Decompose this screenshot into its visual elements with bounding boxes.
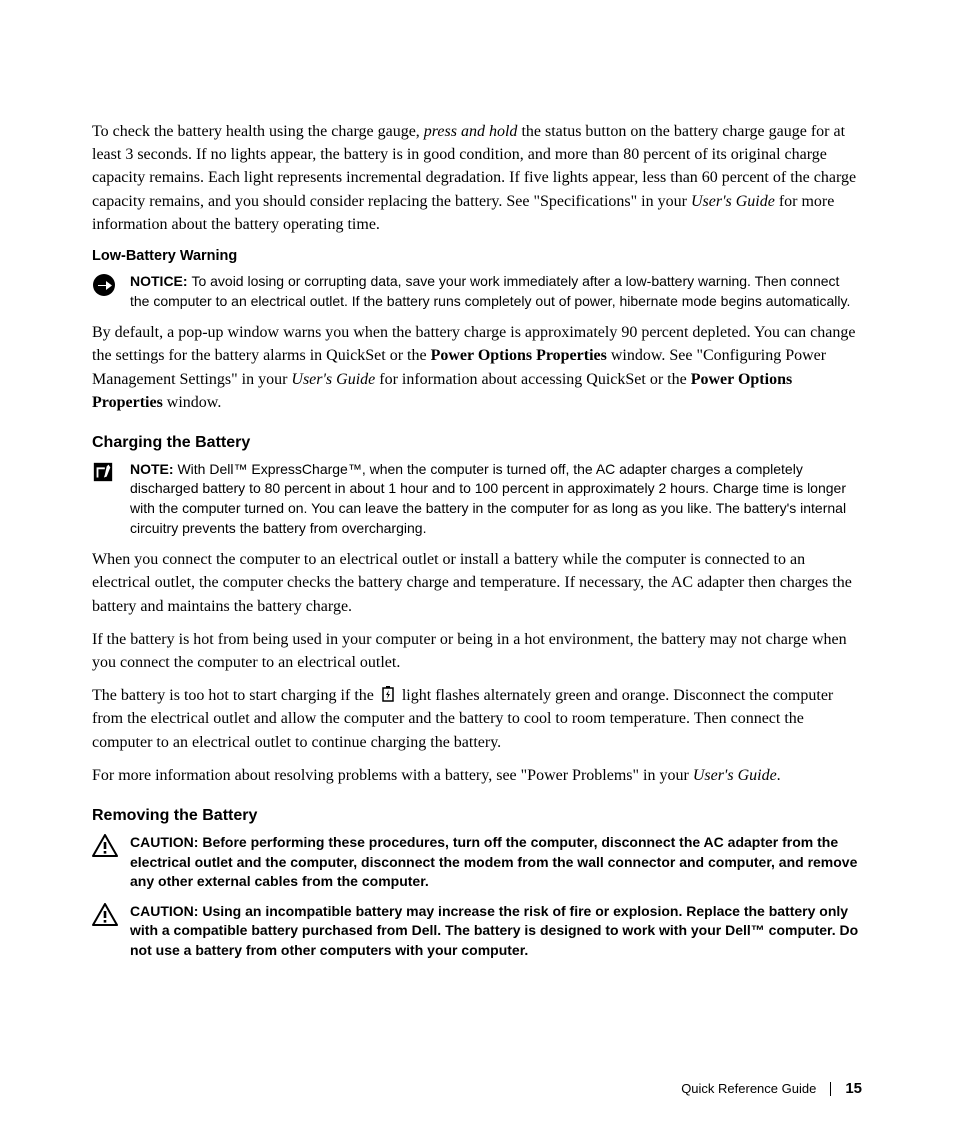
notice-callout: NOTICE: To avoid losing or corrupting da…	[92, 272, 862, 311]
emphasis: User's Guide	[291, 371, 375, 388]
caution-body: Before performing these procedures, turn…	[130, 834, 857, 889]
caution-text-1: CAUTION: Before performing these procedu…	[130, 833, 862, 892]
text: The battery is too hot to start charging…	[92, 687, 378, 704]
caution-icon	[92, 834, 120, 863]
charging-p3: The battery is too hot to start charging…	[92, 684, 862, 754]
note-text: NOTE: With Dell™ ExpressCharge™, when th…	[130, 460, 862, 538]
text: .	[777, 767, 781, 784]
heading-charging: Charging the Battery	[92, 434, 862, 452]
text: window.	[163, 394, 222, 411]
battery-indicator-icon	[381, 686, 395, 702]
caution-label: CAUTION:	[130, 903, 202, 919]
notice-icon	[92, 273, 120, 302]
text: for information about accessing QuickSet…	[375, 371, 690, 388]
notice-text: NOTICE: To avoid losing or corrupting da…	[130, 272, 862, 311]
caution-icon	[92, 903, 120, 932]
note-icon	[92, 461, 120, 488]
note-label: NOTE:	[130, 461, 177, 477]
page-footer: Quick Reference Guide 15	[681, 1080, 862, 1097]
heading-low-battery: Low-Battery Warning	[92, 248, 862, 264]
intro-paragraph: To check the battery health using the ch…	[92, 120, 862, 236]
charging-p2: If the battery is hot from being used in…	[92, 628, 862, 674]
notice-label: NOTICE:	[130, 273, 191, 289]
caution-body: Using an incompatible battery may increa…	[130, 903, 858, 958]
footer-title: Quick Reference Guide	[681, 1081, 816, 1096]
text: To check the battery health using the ch…	[92, 123, 424, 140]
caution-callout-1: CAUTION: Before performing these procedu…	[92, 833, 862, 892]
emphasis: User's Guide	[693, 767, 777, 784]
notice-body: To avoid losing or corrupting data, save…	[130, 273, 850, 309]
note-callout: NOTE: With Dell™ ExpressCharge™, when th…	[92, 460, 862, 538]
charging-p1: When you connect the computer to an elec…	[92, 548, 862, 618]
page-number: 15	[845, 1080, 862, 1097]
page: To check the battery health using the ch…	[0, 0, 954, 1145]
text: For more information about resolving pro…	[92, 767, 693, 784]
charging-p4: For more information about resolving pro…	[92, 764, 862, 787]
lowbat-paragraph: By default, a pop-up window warns you wh…	[92, 321, 862, 414]
caution-label: CAUTION:	[130, 834, 202, 850]
heading-removing: Removing the Battery	[92, 807, 862, 825]
bold-text: Power Options Properties	[431, 347, 607, 364]
caution-callout-2: CAUTION: Using an incompatible battery m…	[92, 902, 862, 961]
caution-text-2: CAUTION: Using an incompatible battery m…	[130, 902, 862, 961]
emphasis: User's Guide	[691, 193, 775, 210]
footer-divider	[830, 1082, 831, 1096]
emphasis: press and hold	[424, 123, 518, 140]
note-body: With Dell™ ExpressCharge™, when the comp…	[130, 461, 846, 536]
